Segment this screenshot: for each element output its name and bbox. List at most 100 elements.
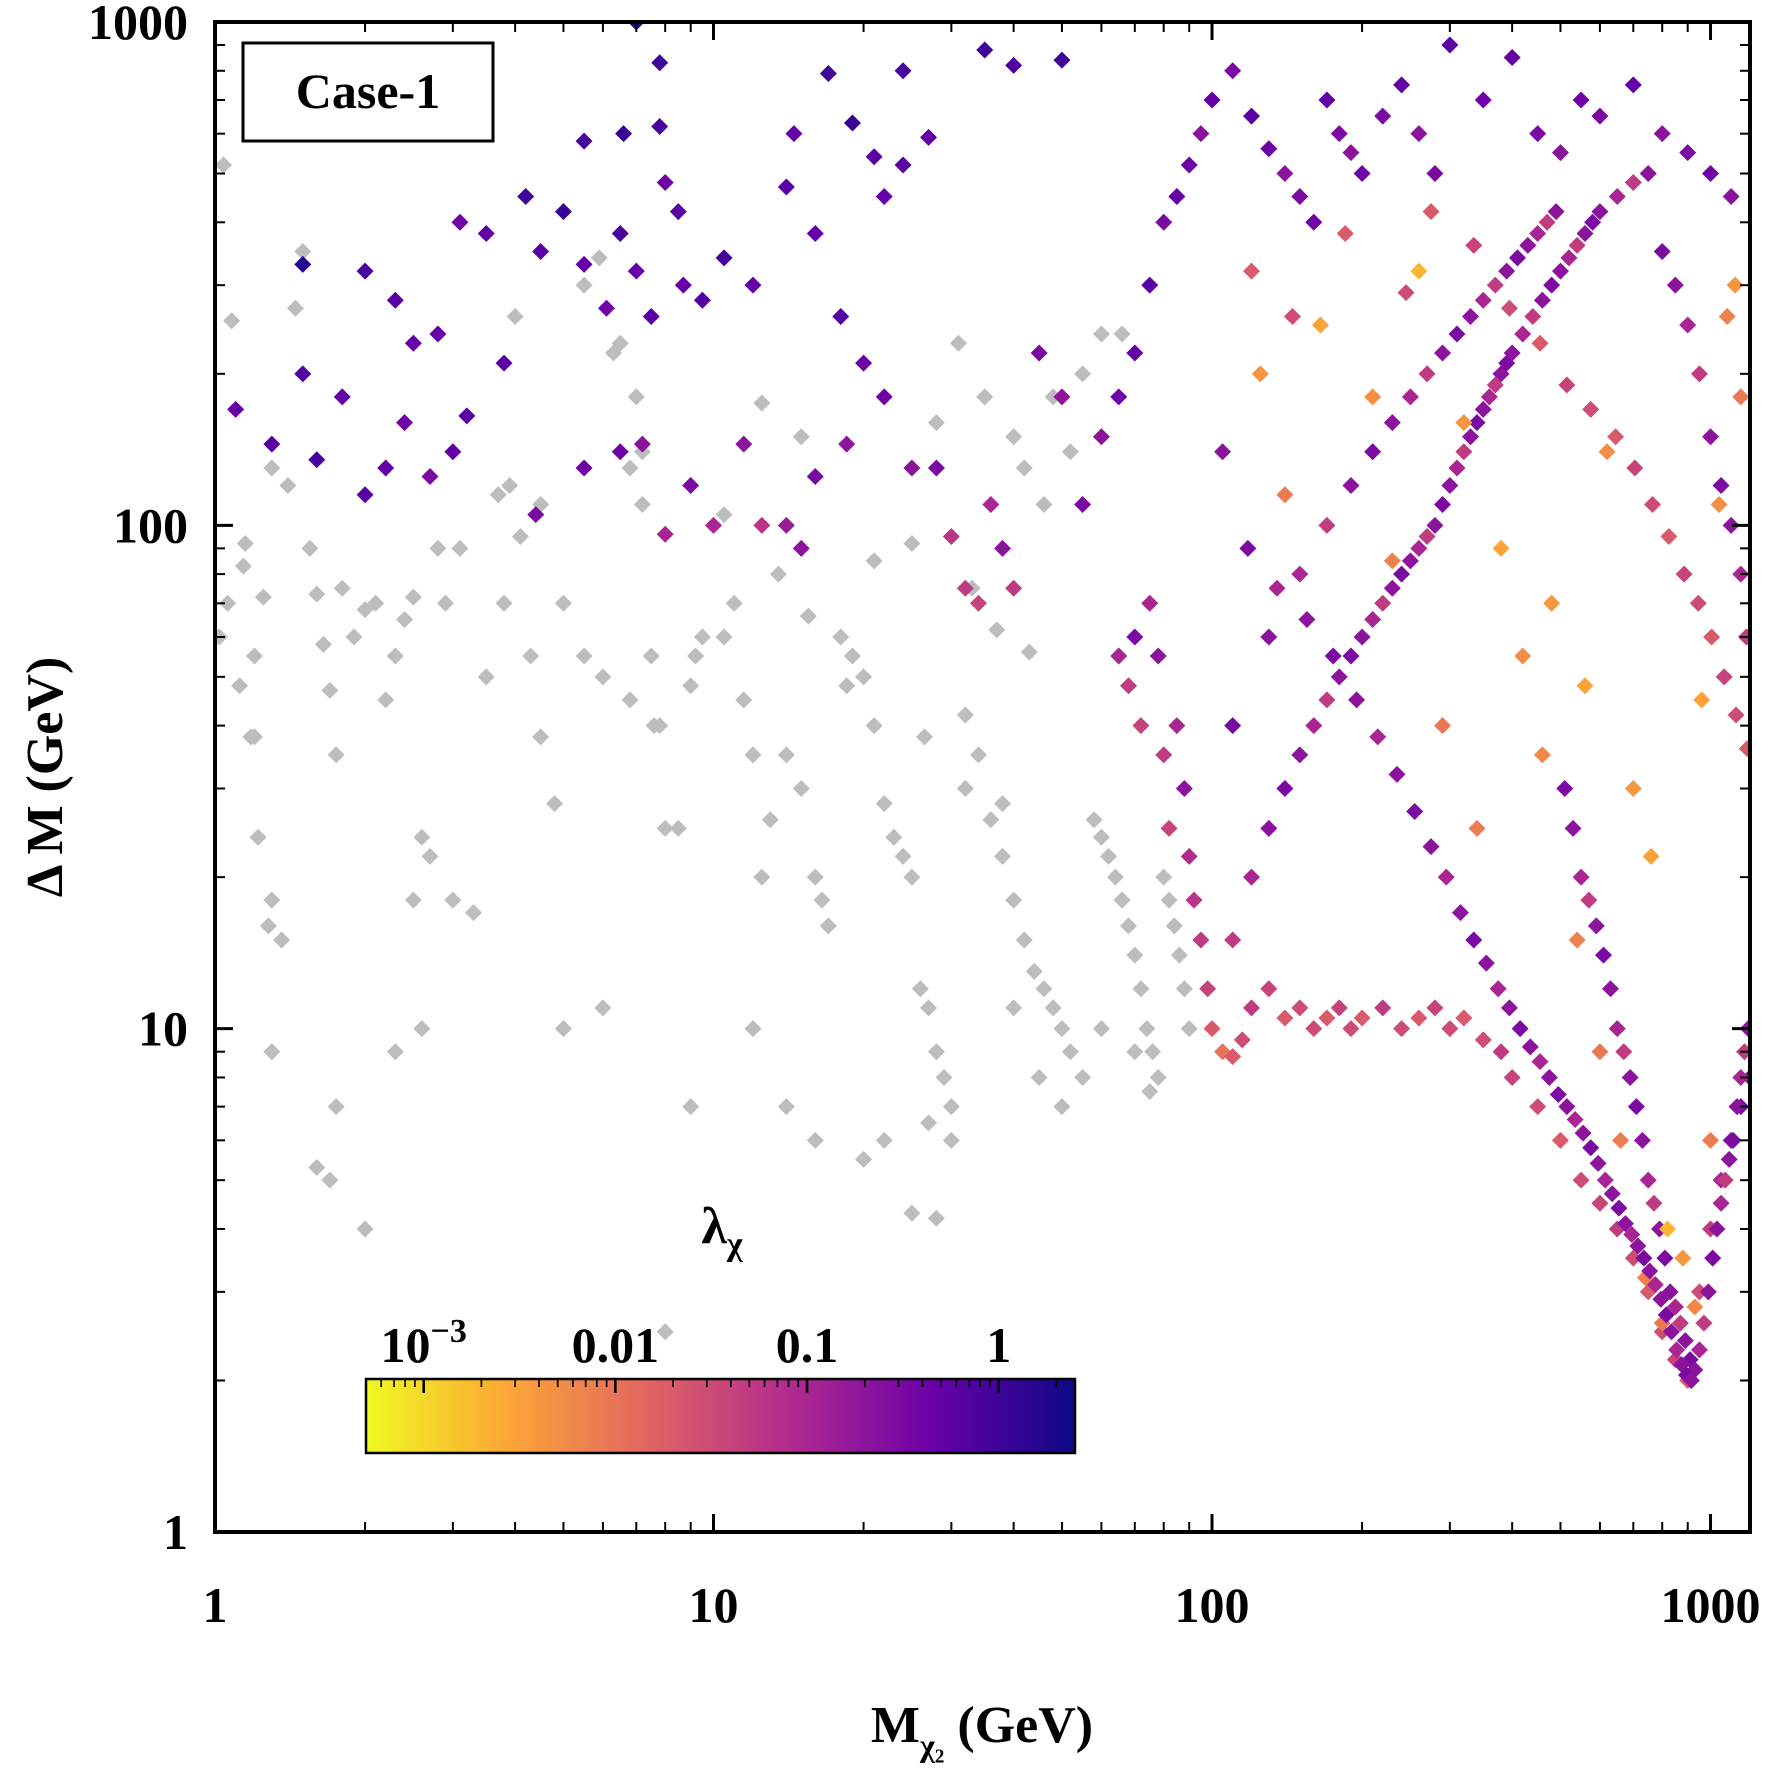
allowed-point: [1722, 188, 1740, 206]
excluded-point: [903, 535, 921, 553]
excluded-point: [920, 1114, 938, 1132]
excluded-point: [769, 565, 787, 583]
allowed-point: [1126, 628, 1144, 646]
allowed-point: [976, 41, 994, 59]
excluded-point: [404, 588, 422, 606]
allowed-point: [1149, 647, 1167, 665]
allowed-point: [1607, 428, 1625, 446]
allowed-point: [1572, 868, 1590, 886]
allowed-point: [1214, 443, 1232, 461]
excluded-point: [308, 585, 326, 603]
excluded-point: [806, 868, 824, 886]
excluded-point: [927, 1043, 945, 1061]
excluded-point: [231, 677, 249, 695]
excluded-point: [1170, 946, 1188, 964]
excluded-point: [753, 868, 771, 886]
allowed-point: [1468, 414, 1486, 432]
allowed-point: [1276, 165, 1294, 183]
excluded-point: [988, 621, 1006, 639]
excluded-point: [546, 795, 564, 813]
excluded-point: [1126, 1043, 1144, 1061]
excluded-point: [1044, 999, 1062, 1017]
allowed-point: [1564, 819, 1582, 837]
y-minor-ticks: [215, 44, 1750, 1382]
allowed-point: [1199, 980, 1217, 998]
allowed-point: [1342, 144, 1360, 162]
excluded-point: [927, 1209, 945, 1227]
allowed-point: [1155, 213, 1173, 231]
allowed-point: [1718, 307, 1736, 325]
allowed-point: [1353, 628, 1371, 646]
x-axis-label-main: M: [871, 1697, 920, 1754]
excluded-point: [301, 539, 319, 557]
excluded-point: [949, 334, 967, 352]
allowed-point: [1305, 213, 1323, 231]
excluded-points-series: [215, 156, 1198, 1341]
y-tick-label: 1000: [88, 0, 188, 50]
excluded-point: [969, 746, 987, 764]
allowed-point: [1192, 125, 1210, 143]
allowed-point: [1434, 344, 1452, 362]
allowed-point: [597, 299, 615, 317]
excluded-point: [792, 780, 810, 798]
allowed-point: [1393, 76, 1411, 94]
allowed-point: [1591, 203, 1609, 221]
allowed-point: [1276, 486, 1294, 504]
plot-frame: [213, 20, 1752, 1534]
allowed-point: [1531, 334, 1549, 352]
allowed-point: [651, 54, 669, 72]
allowed-point: [1601, 980, 1619, 998]
allowed-point: [894, 156, 912, 174]
allowed-point: [1693, 691, 1711, 709]
allowed-point: [1260, 819, 1278, 837]
excluded-point: [792, 428, 810, 446]
excluded-point: [1155, 868, 1173, 886]
allowed-point: [1251, 365, 1269, 383]
excluded-point: [1132, 980, 1150, 998]
case-legend-box: Case-1: [241, 41, 495, 143]
allowed-point: [1514, 325, 1532, 343]
excluded-point: [219, 594, 237, 612]
excluded-point: [321, 1171, 339, 1189]
allowed-point: [377, 459, 395, 477]
allowed-point: [1533, 746, 1551, 764]
excluded-point: [744, 746, 762, 764]
allowed-point: [451, 213, 469, 231]
allowed-point: [1589, 1154, 1607, 1172]
allowed-point: [294, 365, 312, 383]
allowed-point: [682, 476, 700, 494]
allowed-point: [1175, 780, 1193, 798]
excluded-point: [259, 917, 277, 935]
allowed-point: [1441, 1020, 1459, 1038]
allowed-point: [1364, 443, 1382, 461]
excluded-point: [437, 594, 455, 612]
allowed-point: [1141, 594, 1159, 612]
allowed-point: [1591, 1043, 1609, 1061]
excluded-point: [875, 1131, 893, 1149]
allowed-point: [1582, 400, 1600, 418]
allowed-points-series: [227, 22, 1750, 1389]
allowed-point: [1374, 107, 1392, 125]
x-tick-label: 1: [203, 1577, 228, 1633]
excluded-point: [1126, 946, 1144, 964]
excluded-point: [413, 1020, 431, 1038]
allowed-point: [1291, 746, 1309, 764]
allowed-point: [1448, 459, 1466, 477]
allowed-point: [1574, 1124, 1592, 1142]
allowed-point: [819, 65, 837, 83]
excluded-point: [263, 1043, 281, 1061]
allowed-point: [1560, 249, 1578, 267]
excluded-point: [885, 828, 903, 846]
allowed-point: [1383, 414, 1401, 432]
allowed-point: [1451, 904, 1469, 922]
allowed-point: [1474, 400, 1492, 418]
allowed-point: [1260, 980, 1278, 998]
allowed-point: [785, 125, 803, 143]
allowed-point: [1462, 428, 1480, 446]
allowed-point: [1503, 1068, 1521, 1086]
excluded-point: [245, 728, 263, 746]
allowed-point: [642, 307, 660, 325]
allowed-point: [1712, 1194, 1730, 1212]
allowed-point: [1699, 1283, 1717, 1301]
excluded-point: [686, 647, 704, 665]
